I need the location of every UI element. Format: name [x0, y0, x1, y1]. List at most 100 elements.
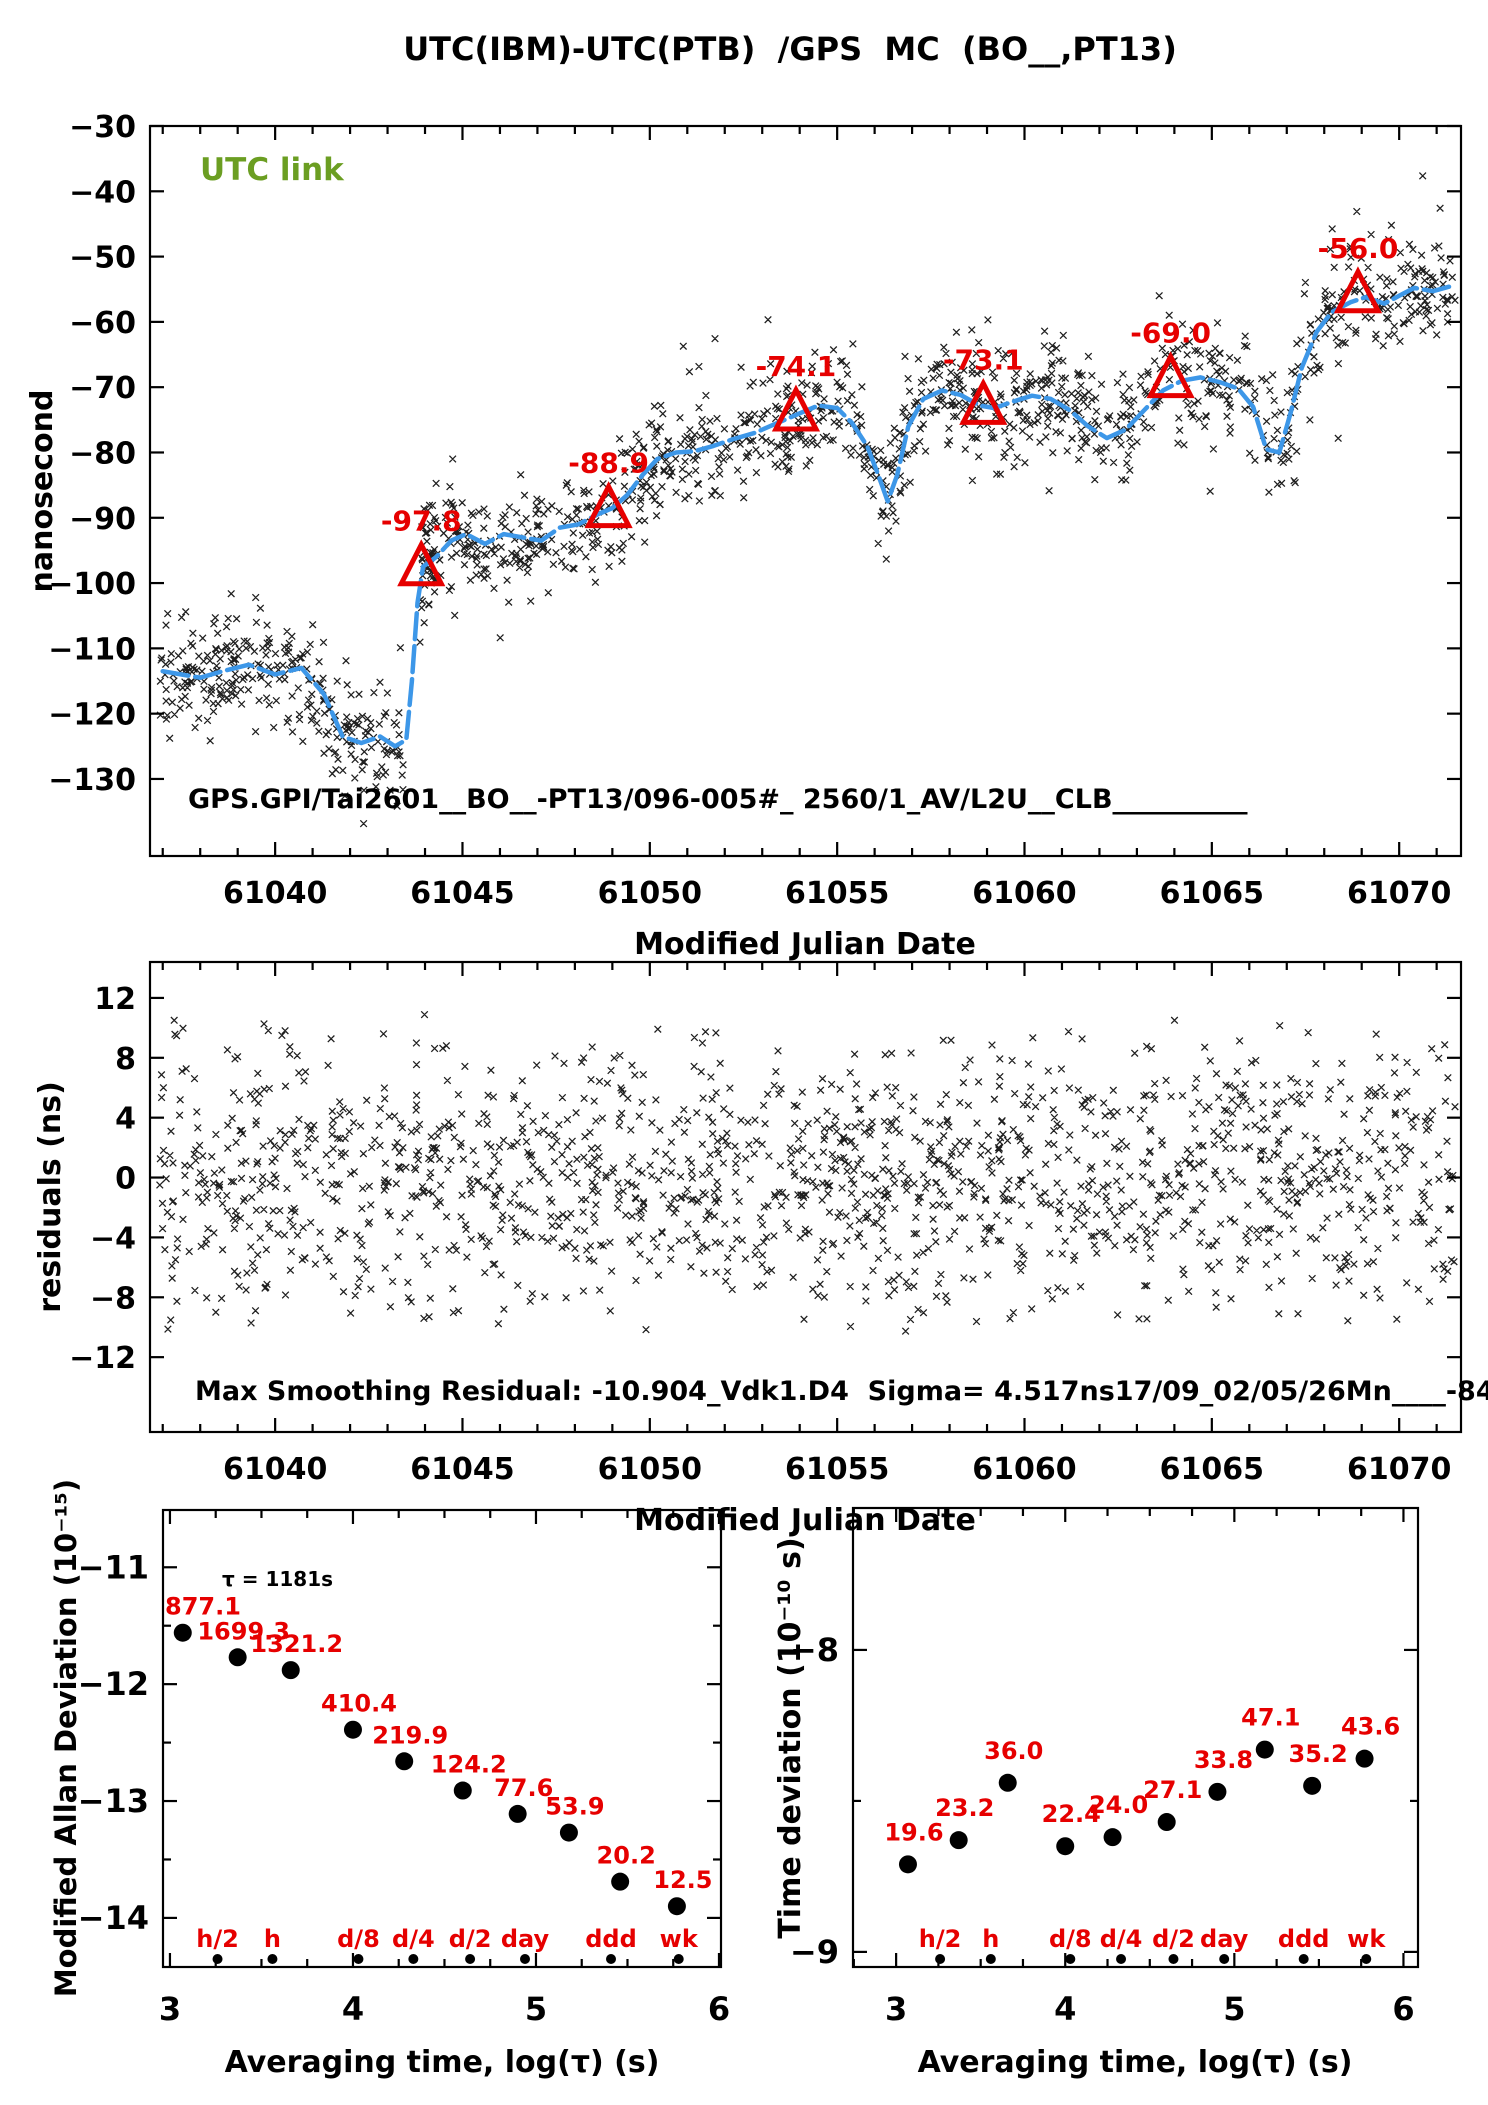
data-point-value-label: 1699.3: [197, 1617, 290, 1645]
y-tick-label: 12: [94, 982, 136, 1017]
category-tick-dot: [465, 1954, 476, 1964]
y-tick-label: −80: [69, 436, 136, 471]
x-tick-label: 3: [885, 1990, 907, 2028]
category-tick-dot: [1298, 1954, 1309, 1964]
y-tick-label: −120: [48, 698, 136, 733]
x-tick-label: 6: [708, 1990, 730, 2028]
data-point-value-label: 219.9: [372, 1721, 448, 1749]
data-point: [998, 1773, 1017, 1792]
tau-annotation: τ = 1181s: [222, 1567, 333, 1591]
data-point: [508, 1804, 527, 1823]
y-tick-label: −12: [69, 1341, 136, 1376]
calibration-value-label: -74.1: [756, 350, 837, 383]
data-point: [1157, 1813, 1176, 1832]
calibration-value-label: -73.1: [943, 343, 1024, 376]
category-tick-dot: [519, 1954, 530, 1964]
category-tick-dot: [935, 1954, 946, 1964]
x-tick-label: 61045: [410, 876, 514, 911]
axis-tick-labels: 61040 61045 61050 61055 61060 61065 61070 −12 −8…: [69, 982, 1451, 1487]
y-tick-label: −100: [48, 567, 136, 602]
calibration-triangle-marker: [397, 539, 446, 587]
data-point-value-label: 877.1: [165, 1593, 241, 1621]
x-tick-label: 5: [1223, 1990, 1245, 2028]
category-tick-dot: [408, 1954, 419, 1964]
smoothed-link-line: [160, 283, 1454, 749]
data-point: [898, 1855, 917, 1874]
madev-x-axis-title: Averaging time, log(τ) (s): [225, 2045, 660, 2080]
data-point-value-label: 24.0: [1089, 1791, 1148, 1819]
category-tick-dot: [606, 1954, 617, 1964]
y-tick-label: −90: [69, 502, 136, 537]
calibration-value-label: -56.0: [1318, 232, 1399, 265]
y-tick-label: −130: [48, 763, 136, 798]
main-y-axis-title: nanosecond: [25, 390, 60, 593]
x-tick-label: 61060: [972, 1452, 1076, 1487]
calibration-value-label: -69.0: [1130, 317, 1211, 350]
y-tick-label: −8: [90, 1281, 136, 1316]
residual-scatter-points: [156, 1010, 1459, 1335]
tdev-x-axis-title: Averaging time, log(τ) (s): [918, 2045, 1353, 2080]
data-point-value-label: 124.2: [431, 1751, 507, 1779]
gps-link-code-annotation: GPS.GPI/Tai2601__BO__-PT13/096-005#_ 256…: [188, 784, 1248, 815]
data-point: [343, 1720, 362, 1739]
calibration-triangle-marker: [584, 481, 633, 529]
plot-frame: [148, 960, 1463, 1434]
data-point-value-label: 23.2: [935, 1794, 994, 1822]
y-tick-label: −11: [78, 1548, 149, 1586]
plot-frame: [148, 124, 1463, 858]
x-tick-label: 61055: [785, 1452, 889, 1487]
calibration-triangle-marker: [959, 377, 1008, 425]
data-point: [559, 1823, 578, 1842]
data-point-value-label: 410.4: [321, 1690, 397, 1718]
data-point: [228, 1648, 247, 1667]
category-tick-dot: [1361, 1954, 1372, 1964]
figure-title: UTC(IBM)-UTC(PTB) /GPS MC (BO__,PT13): [403, 30, 1177, 68]
category-label: d/8: [1049, 1925, 1092, 1953]
category-label: h: [982, 1925, 999, 1953]
category-tick-dot: [1168, 1954, 1179, 1964]
data-point: [1056, 1837, 1075, 1856]
x-tick-label: 61060: [972, 876, 1076, 911]
plot-frame: [161, 1508, 723, 1969]
calibration-value-label: -97.8: [381, 505, 462, 538]
data-point: [281, 1661, 300, 1680]
category-label: h: [264, 1925, 281, 1953]
calibration-triangle-marker: [1146, 351, 1195, 399]
y-tick-label: −4: [90, 1221, 136, 1256]
calibration-value-label: -88.9: [568, 447, 649, 480]
axis-ticks: [150, 124, 1461, 856]
x-tick-label: 61045: [410, 1452, 514, 1487]
measurement-scatter-points: [156, 172, 1459, 828]
x-tick-label: 61055: [785, 876, 889, 911]
tdev-y-axis-title: Time deviation (10⁻¹⁰ s): [773, 1537, 808, 1938]
data-point-value-label: 27.1: [1143, 1776, 1202, 1804]
y-tick-label: −40: [69, 175, 136, 210]
x-tick-label: 61050: [598, 1452, 702, 1487]
data-point: [1303, 1776, 1322, 1795]
category-tick-dot: [673, 1954, 684, 1964]
data-point-value-label: 22.4: [1042, 1800, 1101, 1828]
y-tick-label: −50: [69, 241, 136, 276]
data-point-value-label: 53.9: [545, 1793, 604, 1821]
data-point-value-label: 43.6: [1341, 1713, 1400, 1741]
data-point: [1255, 1740, 1274, 1759]
category-tick-dot: [267, 1954, 278, 1964]
data-point: [1208, 1782, 1227, 1801]
data-point: [395, 1752, 414, 1771]
calibration-triangle-marker: [1333, 266, 1383, 314]
data-point: [667, 1897, 686, 1916]
axis-tick-labels: 3 4 5 6 −8 −9: [790, 1631, 1415, 2028]
data-point: [1103, 1828, 1122, 1847]
category-tick-dot: [1065, 1954, 1076, 1964]
plot-residuals: 61040 61045 61050 61055 61060 61065 61070 −12 −8…: [69, 960, 1463, 1487]
y-tick-label: −110: [48, 632, 136, 667]
data-point-value-label: 36.0: [984, 1737, 1043, 1765]
axis-tick-labels: 3 4 5 6 −11 −12 −13 −14: [78, 1548, 730, 2028]
y-tick-label: −12: [78, 1665, 149, 1703]
category-label: d/4: [392, 1925, 435, 1953]
y-tick-label: −8: [790, 1631, 839, 1669]
residuals-y-axis-title: residuals (ns): [33, 1081, 68, 1313]
category-label: day: [501, 1925, 550, 1953]
